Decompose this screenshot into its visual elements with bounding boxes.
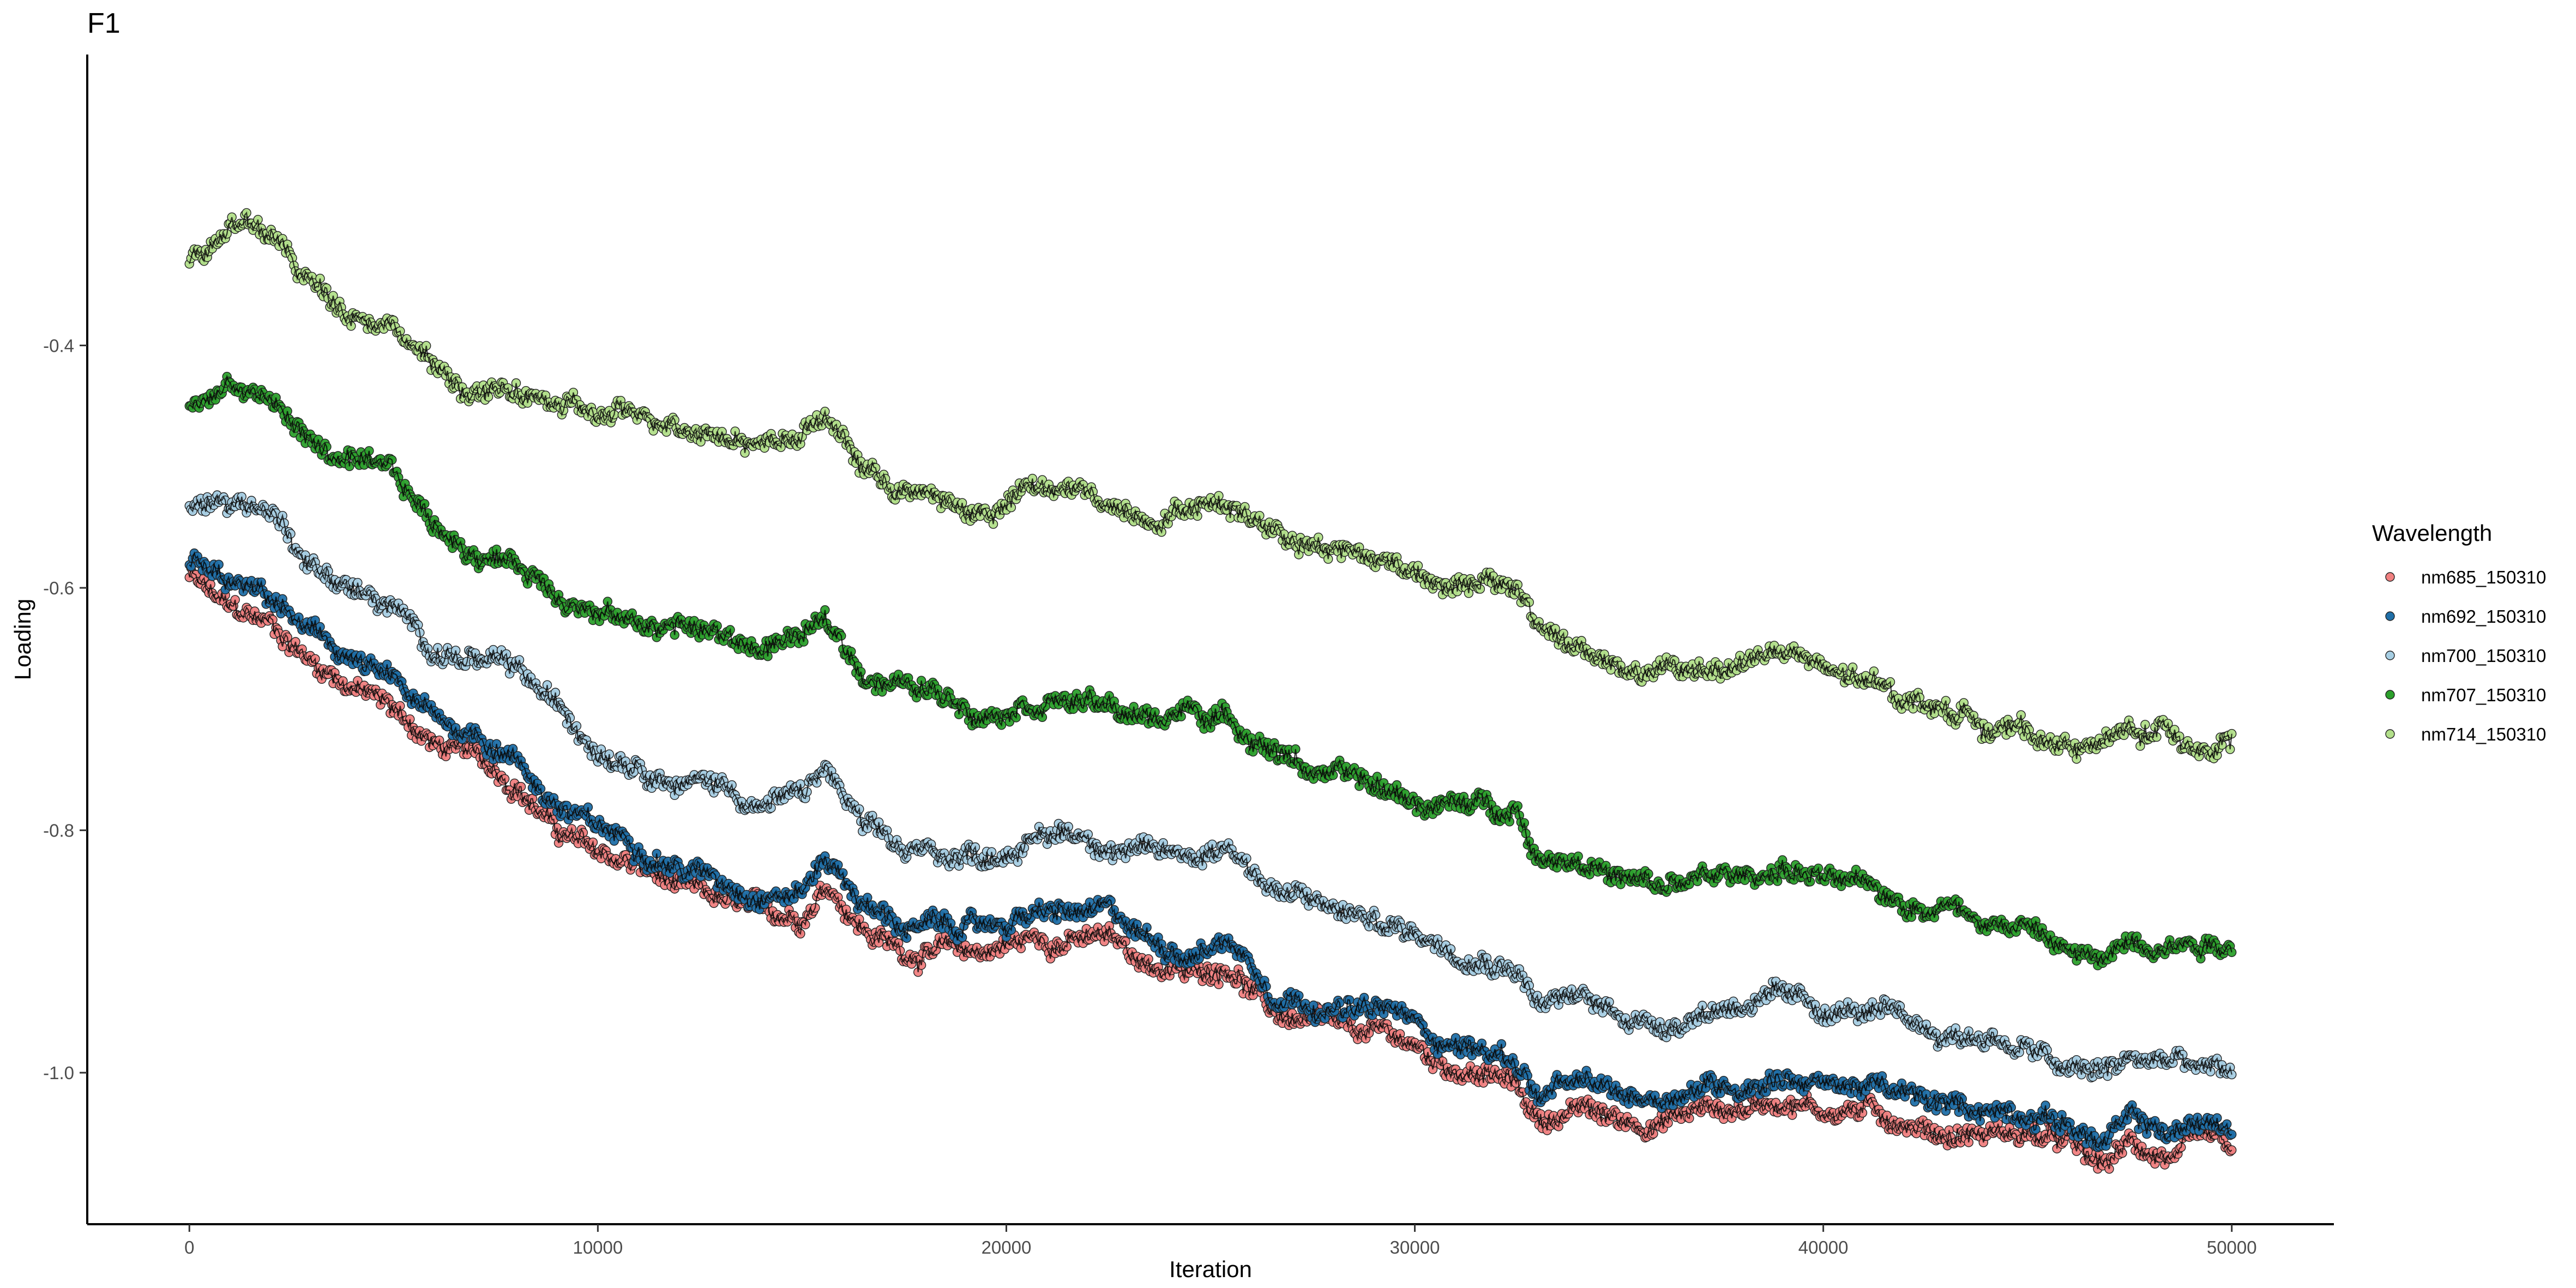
series-layer bbox=[184, 208, 2237, 1174]
series-nm685_150310 bbox=[184, 563, 2237, 1174]
series-nm707_150310 bbox=[184, 371, 2237, 971]
chart-title: F1 bbox=[87, 8, 121, 39]
series-nm700_150310 bbox=[184, 490, 2237, 1082]
trace-line bbox=[189, 493, 2232, 1079]
